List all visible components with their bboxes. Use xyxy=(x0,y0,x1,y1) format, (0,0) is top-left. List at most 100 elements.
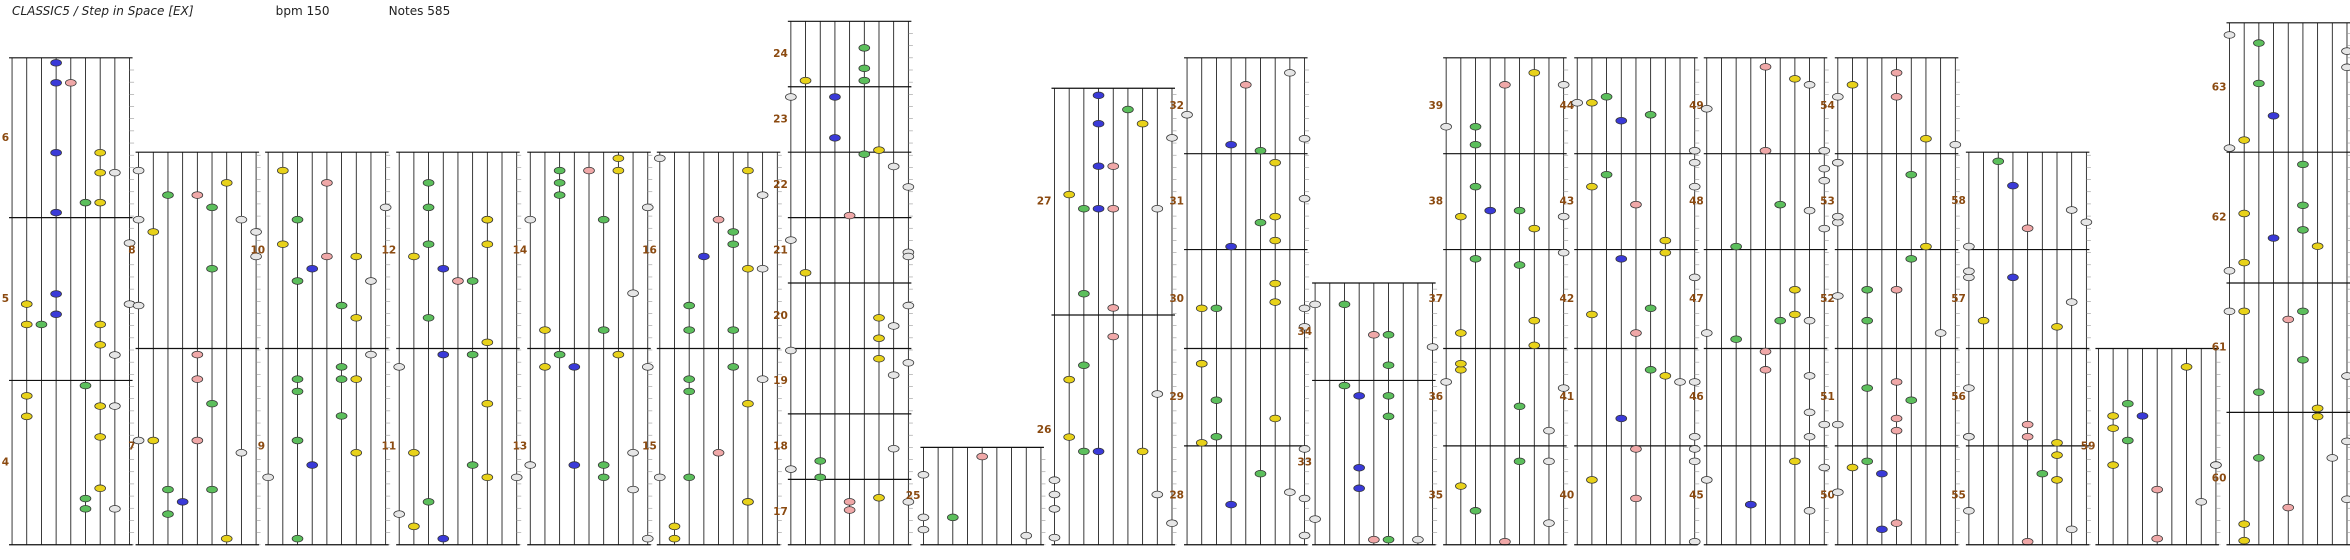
note xyxy=(1789,286,1801,294)
note xyxy=(1210,396,1223,404)
note xyxy=(873,314,885,322)
note xyxy=(94,198,106,207)
measure-number: 45 xyxy=(1689,489,1704,501)
note xyxy=(829,134,841,142)
note xyxy=(1803,507,1816,515)
note xyxy=(2122,399,2134,408)
note xyxy=(1688,457,1701,466)
note xyxy=(335,301,348,310)
measure-number: 47 xyxy=(1689,293,1704,305)
note xyxy=(902,359,915,367)
note xyxy=(1759,366,1772,374)
note xyxy=(1644,111,1657,119)
note xyxy=(481,240,494,248)
note xyxy=(641,534,654,543)
note xyxy=(2051,323,2063,331)
note xyxy=(20,320,33,329)
note xyxy=(1557,248,1570,257)
measure-number: 20 xyxy=(773,310,788,322)
note xyxy=(2253,79,2265,88)
note xyxy=(1543,457,1555,466)
note xyxy=(814,473,827,482)
note xyxy=(220,534,233,543)
note xyxy=(1557,81,1570,89)
measure-number: 26 xyxy=(1037,424,1052,436)
note xyxy=(422,498,435,506)
note xyxy=(2021,420,2034,429)
note xyxy=(1298,445,1311,453)
note xyxy=(393,510,405,518)
note xyxy=(1688,433,1701,441)
note xyxy=(873,146,885,154)
note xyxy=(683,375,695,383)
note xyxy=(94,433,106,441)
note xyxy=(510,473,523,482)
note xyxy=(123,239,136,247)
note xyxy=(1254,469,1267,478)
measure-number: 61 xyxy=(2212,342,2227,354)
note xyxy=(683,326,695,334)
note xyxy=(1513,261,1526,269)
note xyxy=(1382,392,1395,400)
note xyxy=(1905,170,1918,179)
note xyxy=(641,203,654,212)
note xyxy=(524,215,537,224)
note xyxy=(1803,408,1816,417)
note xyxy=(262,473,274,482)
note xyxy=(785,236,797,244)
note xyxy=(1269,414,1281,423)
note xyxy=(1338,300,1351,309)
note xyxy=(1890,378,1903,386)
note xyxy=(2341,495,2350,504)
note xyxy=(321,179,333,187)
note xyxy=(1630,494,1642,503)
note xyxy=(291,375,304,383)
note xyxy=(612,166,625,175)
note xyxy=(1963,273,1975,282)
note xyxy=(1107,162,1120,170)
note xyxy=(191,191,204,199)
note xyxy=(1269,236,1281,245)
note xyxy=(1269,298,1281,306)
note xyxy=(2065,206,2078,214)
note xyxy=(1063,433,1075,441)
note xyxy=(1240,81,1252,89)
note xyxy=(191,350,204,359)
note xyxy=(1700,105,1713,113)
note xyxy=(1832,158,1844,167)
measure-number: 40 xyxy=(1560,489,1575,501)
note xyxy=(2223,267,2236,275)
note xyxy=(2341,372,2350,380)
note xyxy=(1513,457,1526,466)
note xyxy=(1963,384,1975,392)
note xyxy=(627,485,639,494)
note xyxy=(79,494,92,503)
note xyxy=(712,215,725,224)
note xyxy=(1254,146,1267,155)
note xyxy=(917,525,930,534)
note xyxy=(1963,267,1975,275)
note xyxy=(1469,140,1482,149)
note xyxy=(2238,536,2250,545)
note xyxy=(109,168,121,177)
note xyxy=(147,436,160,445)
note xyxy=(206,203,218,212)
note xyxy=(422,240,435,248)
measure-number: 10 xyxy=(250,244,265,256)
note xyxy=(1455,482,1467,490)
note xyxy=(1298,194,1311,203)
note xyxy=(1861,286,1873,294)
note xyxy=(947,513,959,522)
note xyxy=(1455,366,1467,374)
note xyxy=(2021,433,2034,441)
note xyxy=(756,265,769,273)
note xyxy=(250,228,262,236)
measure-number: 27 xyxy=(1037,196,1052,208)
note xyxy=(2253,454,2265,462)
note xyxy=(291,534,304,543)
note xyxy=(1803,316,1816,325)
note xyxy=(2223,307,2236,316)
note xyxy=(2051,439,2063,447)
note xyxy=(1107,304,1120,312)
note xyxy=(1557,212,1570,221)
